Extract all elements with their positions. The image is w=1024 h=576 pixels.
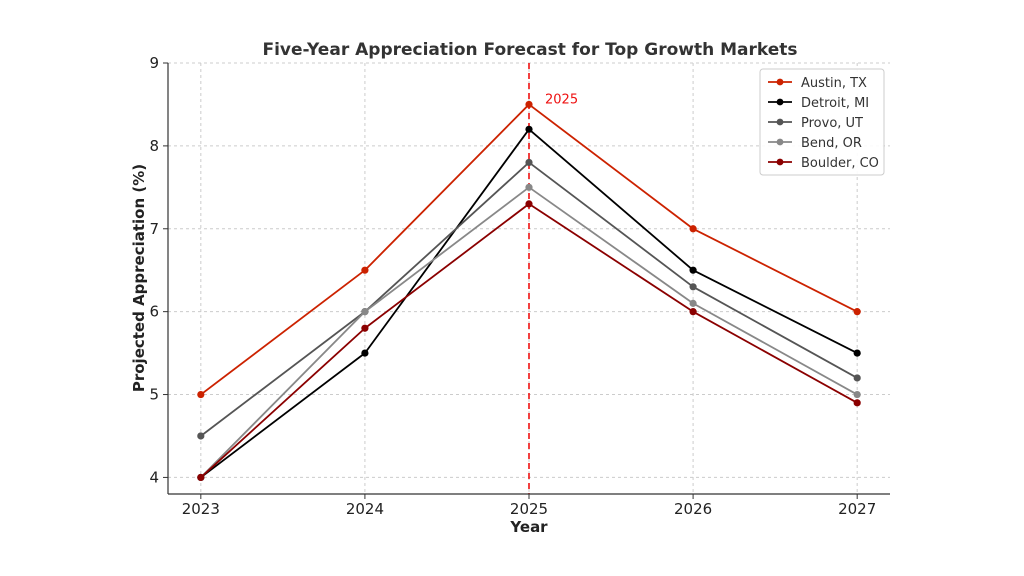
data-point <box>361 349 369 357</box>
legend-label: Boulder, CO <box>801 156 879 171</box>
data-point <box>361 324 369 332</box>
data-point <box>689 299 697 307</box>
data-point <box>853 399 861 407</box>
annotation-label: 2025 <box>545 92 578 107</box>
x-tick-label: 2026 <box>674 500 712 518</box>
data-point <box>197 432 205 440</box>
chart-title: Five-Year Appreciation Forecast for Top … <box>262 40 797 60</box>
data-point <box>525 183 533 191</box>
data-point <box>853 349 861 357</box>
series-boulder-co <box>197 200 861 482</box>
data-point <box>197 390 205 399</box>
data-point <box>853 374 861 382</box>
y-tick-label: 4 <box>149 468 159 486</box>
legend-label: Bend, OR <box>801 136 862 151</box>
y-axis-label: Projected Appreciation (%) <box>130 164 148 392</box>
data-point <box>689 225 697 233</box>
data-point <box>689 308 697 316</box>
x-tick-label: 2025 <box>510 500 548 518</box>
legend-marker <box>776 98 784 106</box>
data-point <box>525 200 533 208</box>
data-point <box>525 158 533 167</box>
legend-label: Detroit, MI <box>801 96 869 111</box>
legend-marker <box>776 138 784 146</box>
x-tick-label: 2027 <box>838 500 876 518</box>
x-tick-label: 2023 <box>182 500 220 518</box>
data-point <box>689 266 697 274</box>
data-point <box>361 308 369 316</box>
annotation-layer: 2025 <box>528 63 578 494</box>
legend-marker <box>776 118 784 126</box>
data-point <box>525 125 533 133</box>
x-axis-label: Year <box>509 518 548 536</box>
legend-label: Austin, TX <box>801 76 867 91</box>
x-tick-label: 2024 <box>346 500 384 518</box>
legend: Austin, TX Detroit, MI Provo, UT Bend, OR Bo… <box>759 68 885 176</box>
y-tick-label: 5 <box>149 386 159 404</box>
series-austin-tx <box>197 100 861 399</box>
y-tick-label: 9 <box>149 54 159 72</box>
axes: 2023 2024 2025 2026 2027 4 5 6 7 8 9 <box>149 54 890 518</box>
data-point <box>525 100 533 109</box>
legend-marker <box>776 78 784 86</box>
legend-marker <box>776 158 784 166</box>
data-point <box>853 308 861 316</box>
y-tick-label: 8 <box>149 137 159 155</box>
series-layer <box>197 100 861 482</box>
y-tick-label: 7 <box>149 220 159 238</box>
y-tick-label: 6 <box>149 303 159 321</box>
data-point <box>689 283 697 291</box>
data-point <box>361 266 369 274</box>
legend-label: Provo, UT <box>801 116 863 131</box>
legend-box <box>759 68 885 176</box>
data-point <box>853 390 861 399</box>
data-point <box>197 473 205 482</box>
